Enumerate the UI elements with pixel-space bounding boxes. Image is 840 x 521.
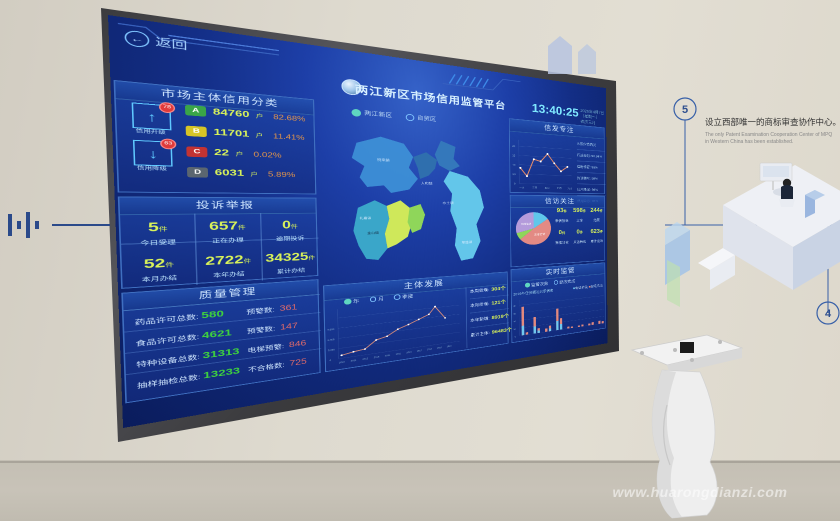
svg-text:2017: 2017 [417,349,422,352]
svg-text:in Western China has been esta: in Western China has been established. [705,139,793,145]
svg-text:九月: 九月 [568,187,573,190]
svg-text:2015: 2015 [396,352,401,355]
svg-text:2016: 2016 [406,351,411,354]
svg-text:2013: 2013 [374,356,380,359]
svg-text:2020: 2020 [447,345,452,348]
svg-text:2011: 2011 [351,359,357,362]
svg-text:6,000: 6,000 [328,338,335,341]
svg-text:40: 40 [514,320,517,323]
svg-text:80: 80 [513,305,516,308]
svg-text:The only Patent Examination Co: The only Patent Examination Cooperation … [705,132,832,138]
svg-text:三月: 三月 [532,187,537,190]
svg-text:50: 50 [513,173,516,176]
svg-text:20: 20 [512,145,515,148]
svg-text:人和镇: 人和镇 [421,181,433,185]
svg-text:0: 0 [515,335,517,338]
svg-text:设立西部唯一的商标审查协作中心。: 设立西部唯一的商标审查协作中心。 [705,117,840,127]
svg-text:15: 15 [512,154,515,157]
svg-text:七月: 七月 [557,187,562,190]
svg-text:20: 20 [514,328,517,331]
svg-text:悦来镇: 悦来镇 [377,158,390,163]
svg-text:五月: 五月 [545,187,550,190]
svg-text:2010: 2010 [339,361,345,364]
svg-text:0: 0 [330,359,332,362]
svg-text:水土镇: 水土镇 [442,201,453,205]
svg-text:0: 0 [514,182,516,185]
svg-text:2014: 2014 [385,354,391,357]
svg-text:2019: 2019 [437,346,442,349]
svg-text:4: 4 [825,308,832,320]
svg-text:5: 5 [682,104,688,116]
svg-text:2012: 2012 [362,357,368,360]
svg-text:复盛镇: 复盛镇 [462,240,473,244]
svg-text:2018: 2018 [427,348,432,351]
svg-text:9,000: 9,000 [327,328,334,331]
svg-text:60: 60 [513,312,516,315]
svg-text:10: 10 [512,164,515,167]
svg-text:3,000: 3,000 [328,349,335,352]
svg-text:网络信访: 网络信访 [521,222,531,225]
svg-text:一月: 一月 [519,186,524,189]
